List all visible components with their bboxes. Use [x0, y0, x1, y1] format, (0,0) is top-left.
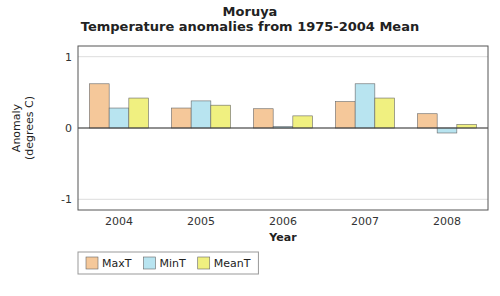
title: MoruyaTemperature anomalies from 1975-20… [81, 4, 419, 34]
text-line: Moruya [223, 4, 278, 19]
bar [211, 105, 231, 128]
text-line: Anomaly [10, 103, 23, 152]
grid-line [78, 199, 488, 200]
bar [253, 109, 273, 128]
grid [78, 57, 488, 200]
legend-label: MaxT [102, 257, 132, 270]
bar [375, 98, 395, 128]
legend: MaxT MinT MeanT [78, 252, 258, 274]
legend-frame [78, 252, 258, 274]
text-line: (degrees C) [23, 96, 36, 160]
bar [109, 108, 129, 128]
bar [437, 128, 457, 133]
bar [457, 124, 477, 128]
y-axis-label: Anomaly(degrees C) [10, 96, 36, 160]
y-tick-label: 1 [65, 51, 72, 64]
bar [129, 98, 149, 128]
chart-container: MoruyaTemperature anomalies from 1975-20… [0, 0, 500, 296]
legend-swatch [198, 257, 210, 269]
x-tick-label: 2007 [351, 215, 379, 228]
legend-label: MeanT [214, 257, 251, 270]
x-tick-label: 2005 [187, 215, 215, 228]
legend-label: MinT [159, 257, 186, 270]
x-tick-label: 2004 [105, 215, 133, 228]
x-axis-label: Year [268, 231, 297, 244]
x-tick-label: 2006 [269, 215, 297, 228]
legend-swatch [143, 257, 155, 269]
y-tick-label: -1 [61, 193, 72, 206]
x-tick-label: 2008 [433, 215, 461, 228]
legend-swatch [86, 257, 98, 269]
page: {"chart_data": {"type": "bar", "title": … [0, 0, 500, 296]
chart-svg: MoruyaTemperature anomalies from 1975-20… [0, 0, 500, 296]
text-line: Temperature anomalies from 1975-2004 Mea… [81, 19, 419, 34]
bar [89, 84, 109, 128]
y-axis-label-group: Anomaly(degrees C) [10, 96, 36, 160]
grid-line [78, 56, 488, 57]
bar [191, 101, 211, 128]
bar [293, 116, 313, 128]
bar [417, 114, 437, 128]
bars [89, 84, 476, 133]
bar [355, 84, 375, 128]
bar [171, 108, 191, 128]
zero-line [78, 128, 488, 129]
grid-line [78, 128, 488, 129]
bar [335, 102, 355, 128]
plot-frame [78, 46, 488, 210]
y-tick-label: 0 [65, 122, 72, 135]
